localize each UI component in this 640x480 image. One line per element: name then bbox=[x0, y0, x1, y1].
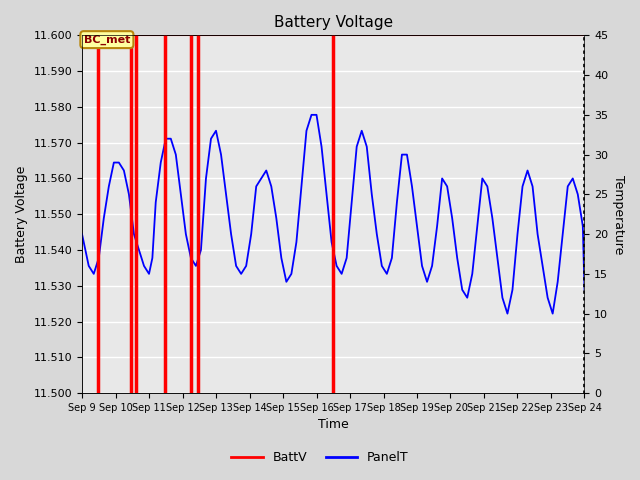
Legend: BattV, PanelT: BattV, PanelT bbox=[227, 446, 413, 469]
X-axis label: Time: Time bbox=[318, 419, 349, 432]
Y-axis label: Temperature: Temperature bbox=[612, 175, 625, 254]
Y-axis label: Battery Voltage: Battery Voltage bbox=[15, 166, 28, 263]
Text: BC_met: BC_met bbox=[84, 35, 130, 45]
Title: Battery Voltage: Battery Voltage bbox=[274, 15, 393, 30]
